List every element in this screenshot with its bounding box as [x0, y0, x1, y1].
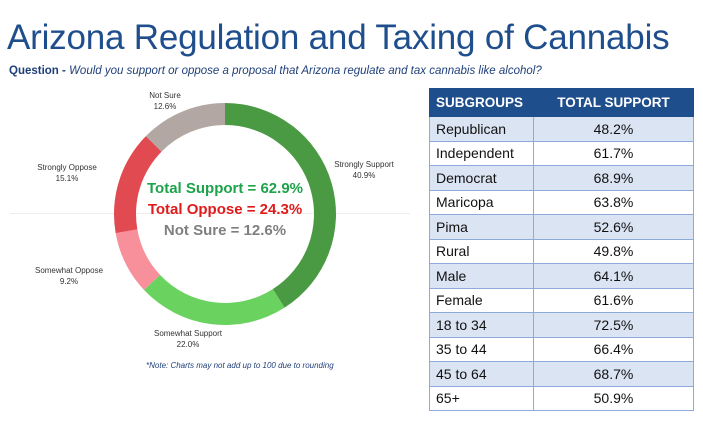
support-cell: 68.7% [533, 361, 694, 387]
support-cell: 49.8% [533, 238, 694, 264]
support-cell: 61.7% [533, 140, 694, 166]
page-title: Arizona Regulation and Taxing of Cannabi… [7, 18, 670, 57]
table-row: Democrat 68.9% [429, 165, 694, 191]
header-total-support: TOTAL SUPPORT [533, 88, 694, 117]
divider-line [10, 213, 410, 214]
subgroup-cell: Female [429, 287, 534, 313]
slice-label: Strongly Support 40.9% [334, 159, 394, 181]
support-cell: 63.8% [533, 189, 694, 215]
support-cell: 52.6% [533, 214, 694, 240]
donut-slice-somewhat-support [143, 274, 285, 325]
header-subgroups: SUBGROUPS [429, 88, 534, 117]
slice-name: Not Sure [149, 91, 181, 100]
support-cell: 61.6% [533, 287, 694, 313]
subgroup-cell: Male [429, 263, 534, 289]
table-row: Pima 52.6% [429, 214, 694, 240]
subgroup-cell: Pima [429, 214, 534, 240]
subgroups-table: SUBGROUPS TOTAL SUPPORT Republican 48.2% I… [429, 88, 694, 411]
table-row: Rural 49.8% [429, 238, 694, 264]
table-row: Republican 48.2% [429, 116, 694, 142]
table-row: Maricopa 63.8% [429, 189, 694, 215]
support-cell: 50.9% [533, 385, 694, 411]
table-row: 45 to 64 68.7% [429, 361, 694, 387]
donut-slice-strongly-support [225, 103, 336, 308]
question: Question - Would you support or oppose a… [9, 65, 542, 77]
slice-label: Strongly Oppose 15.1% [37, 162, 97, 184]
question-label: Question - [9, 65, 70, 77]
subgroup-cell: Rural [429, 238, 534, 264]
table-row: 35 to 44 66.4% [429, 336, 694, 362]
slice-name: Strongly Oppose [37, 163, 97, 172]
subgroup-cell: Democrat [429, 165, 534, 191]
support-cell: 68.9% [533, 165, 694, 191]
donut-slice-somewhat-oppose [115, 229, 161, 290]
subgroup-cell: 45 to 64 [429, 361, 534, 387]
slice-label: Not Sure 12.6% [149, 90, 181, 112]
subgroup-cell: 18 to 34 [429, 312, 534, 338]
slice-label: Somewhat Support 22.0% [154, 328, 222, 350]
table-row: Female 61.6% [429, 287, 694, 313]
slice-name: Somewhat Oppose [34, 266, 104, 275]
slice-value: 22.0% [176, 340, 200, 349]
table-row: Male 64.1% [429, 263, 694, 289]
support-cell: 66.4% [533, 336, 694, 362]
subgroup-cell: Republican [429, 116, 534, 142]
slice-value: 40.9% [352, 171, 376, 180]
support-cell: 72.5% [533, 312, 694, 338]
subgroup-cell: 65+ [429, 385, 534, 411]
slice-value: 12.6% [153, 102, 177, 111]
table-row: Independent 61.7% [429, 140, 694, 166]
support-cell: 48.2% [533, 116, 694, 142]
slice-value: 9.2% [59, 277, 79, 286]
donut-slice-strongly-oppose [114, 136, 162, 234]
table-row: 18 to 34 72.5% [429, 312, 694, 338]
subgroup-cell: Independent [429, 140, 534, 166]
not-sure-text: Not Sure = 12.6% [163, 222, 287, 239]
subgroup-cell: 35 to 44 [429, 336, 534, 362]
donut-slice-not-sure [145, 103, 225, 152]
table-row: 65+ 50.9% [429, 385, 694, 411]
total-support-text: Total Support = 62.9% [147, 180, 303, 197]
support-cell: 64.1% [533, 263, 694, 289]
slice-name: Strongly Support [334, 160, 394, 169]
table-header-row: SUBGROUPS TOTAL SUPPORT [429, 88, 694, 117]
subgroup-cell: Maricopa [429, 189, 534, 215]
question-text: Would you support or oppose a proposal t… [69, 65, 542, 77]
rounding-note: *Note: Charts may not add up to 100 due … [146, 361, 334, 370]
total-oppose-text: Total Oppose = 24.3% [147, 201, 303, 218]
slice-value: 15.1% [55, 174, 79, 183]
slice-label: Somewhat Oppose 9.2% [35, 265, 103, 287]
slice-name: Somewhat Support [153, 329, 223, 338]
